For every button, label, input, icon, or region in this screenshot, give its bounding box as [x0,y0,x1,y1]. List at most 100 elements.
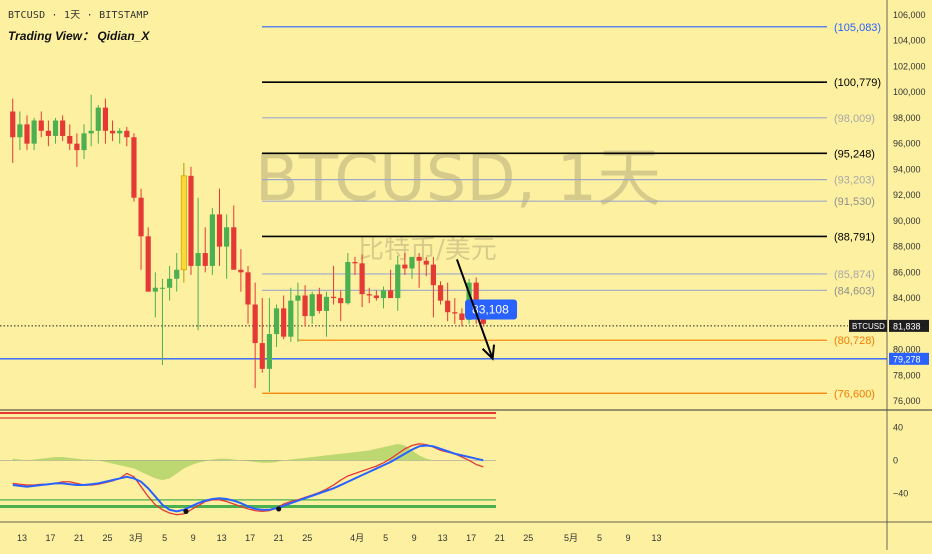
forecast-arrow [455,259,494,359]
candle [45,120,51,147]
macd-main-line [12,444,484,513]
support-price-label: 79,278 [893,354,921,364]
current-symbol-tag [849,319,887,332]
candle-body [259,343,265,369]
candle [31,117,37,151]
candle [188,166,194,275]
time-tick-label: 25 [103,533,113,543]
current-price-label: 81,838 [893,321,921,331]
candle-body [459,313,465,320]
candle-body [288,300,294,337]
candle-body [473,282,479,317]
time-axis[interactable]: 13 17 21 25 3月 5 9 13 17 21 25 4月 5 9 13 17 21 25 5月 5 9 13 [17,533,662,543]
candle [174,253,180,292]
candle [166,265,173,301]
candle [316,287,322,314]
time-tick-label: 5月 [564,533,578,543]
candle [373,290,379,301]
watermark-main: BTCUSD, 1天 [255,142,661,216]
candle-body [373,295,379,299]
time-tick-label: 5 [597,533,602,543]
price-tick-label: 102,000 [893,61,926,71]
price-pane[interactable]: (105,083) (100,779) (98,009) (95,248) (93,20… [0,22,887,400]
candle-body [102,107,109,131]
author-label: Trading View： Qidian_X [8,29,150,43]
candle [423,256,429,277]
candle-body [395,264,401,299]
candle-body [388,290,394,299]
candle-body [295,295,301,301]
candle-body [174,269,180,279]
time-tick-label: 17 [46,533,56,543]
candle [60,115,66,142]
macd-cross-dot [276,506,282,512]
candle [252,282,258,389]
candle [102,98,109,144]
candle-body [159,287,166,289]
support-price-tag [889,352,929,365]
candle-body [138,197,144,237]
price-tick-label: 90,000 [893,216,921,226]
time-tick-label: 13 [652,533,662,543]
candle [238,249,244,292]
candle-body [166,278,173,288]
candle [452,298,458,324]
macd-axis[interactable]: 40 0 −40 [893,422,908,498]
current-price-tag [889,319,929,332]
candle-body [345,262,351,304]
candle [352,256,358,275]
level-label: (88,791) [834,231,875,243]
candle-body [338,298,344,304]
candle-body [366,294,372,296]
candle [323,291,330,337]
level-label: (85,874) [834,269,875,281]
candle [10,98,16,163]
candle [52,117,59,144]
candle [295,282,301,342]
level-label: (80,728) [834,335,875,347]
time-tick-label: 9 [412,533,417,543]
candle [124,126,130,147]
candle [266,298,273,392]
price-tick-label: 84,000 [893,293,921,303]
level-label: (76,600) [834,388,875,400]
time-tick-label: 17 [245,533,255,543]
candle-body [81,133,87,151]
candle-body [266,334,273,369]
macd-pane[interactable] [0,412,496,516]
candle-body [480,316,486,324]
candle-body [273,308,280,335]
level-label: (91,530) [834,196,875,208]
candle [117,128,123,144]
symbol-title[interactable]: BTCUSD · 1天 · BITSTAMP [8,10,149,21]
price-callout [465,299,518,320]
candle [195,197,201,331]
candle [152,272,158,318]
price-axis[interactable]: 106,000 104,000 102,000 100,000 98,000 96,000… [849,10,929,406]
time-tick-label: 25 [302,533,312,543]
candle [216,188,223,266]
candle-body [402,264,408,269]
candle-body [209,214,215,266]
candle-body [423,260,429,265]
candle [302,285,308,327]
candle [402,253,408,275]
candle-body [231,227,237,270]
candle [138,188,144,270]
macd-histogram [12,443,484,481]
macd-tick-label: −40 [893,488,908,498]
candle-body [330,296,337,299]
price-callout-label: 83,108 [472,303,509,317]
price-tick-label: 104,000 [893,36,926,46]
macd-cross-dot [183,508,189,515]
candle-body [409,256,415,269]
price-tick-label: 98,000 [893,113,921,123]
candle-body [109,130,116,134]
candle-body [117,130,123,134]
candle-body [252,304,258,344]
candle [209,208,215,275]
candle [437,281,444,305]
